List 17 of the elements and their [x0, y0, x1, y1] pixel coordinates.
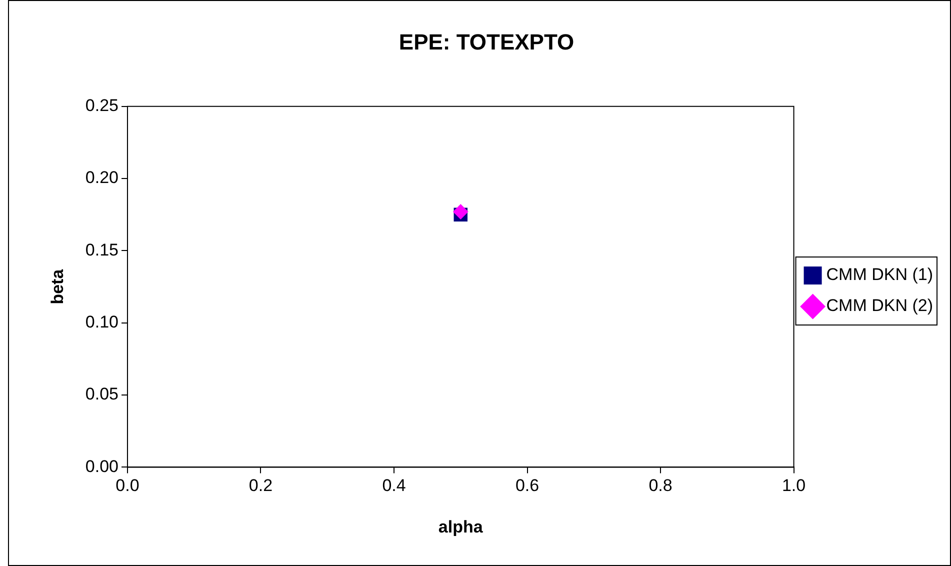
legend-label: CMM DKN (1) — [826, 265, 934, 284]
y-tick-label: 0.20 — [85, 168, 118, 188]
x-tick-label: 0.0 — [116, 476, 140, 496]
x-axis-title: alpha — [438, 517, 484, 536]
chart-title: EPE: TOTEXPTO — [398, 29, 574, 54]
y-axis-title: beta — [48, 268, 67, 304]
x-tick-label: 1.0 — [782, 476, 806, 496]
y-tick-label: 0.00 — [85, 456, 118, 476]
x-tick-label: 0.8 — [648, 476, 672, 496]
x-tick-label: 0.6 — [515, 476, 540, 496]
y-tick-label: 0.10 — [85, 312, 118, 332]
y-tick-label: 0.05 — [85, 384, 118, 404]
y-tick-label: 0.15 — [85, 240, 118, 260]
x-tick-label: 0.4 — [382, 476, 406, 496]
y-tick-label: 0.25 — [85, 96, 118, 116]
x-tick-label: 0.2 — [248, 476, 273, 496]
legend-label: CMM DKN (2) — [826, 296, 934, 316]
